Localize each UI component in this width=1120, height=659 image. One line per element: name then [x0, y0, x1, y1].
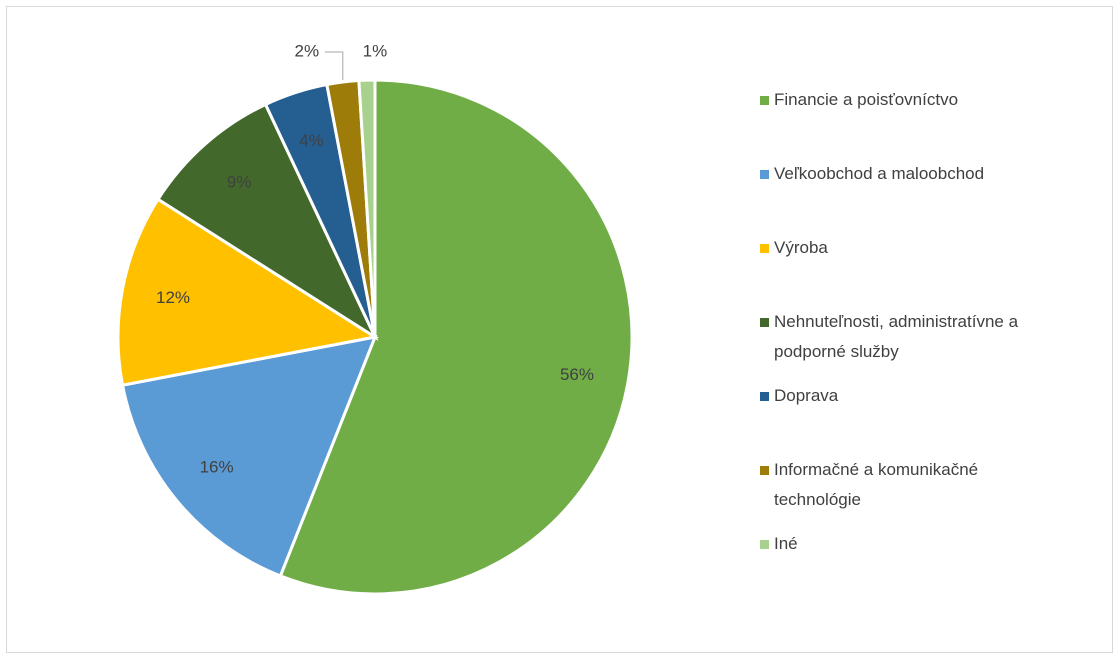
legend-label: Veľkoobchod a maloobchod — [774, 164, 985, 183]
legend-item: Financie a poisťovníctvo — [760, 85, 1060, 115]
data-label: 9% — [227, 172, 252, 191]
legend-swatch — [760, 244, 769, 253]
pie-slice — [155, 102, 379, 342]
legend-label: Iné — [774, 534, 798, 553]
legend-item: Výroba — [760, 233, 1060, 263]
pie-slice — [120, 335, 378, 578]
legend-item: Veľkoobchod a maloobchod — [760, 159, 1060, 189]
data-label: 4% — [299, 131, 324, 150]
legend-label: Informačné a komunikačné technológie — [774, 460, 979, 509]
legend-swatch — [760, 466, 769, 475]
legend-label: Nehnuteľnosti, administratívne a podporn… — [774, 312, 1019, 361]
leader-line — [324, 51, 344, 81]
pie-slice — [116, 197, 380, 387]
data-label: 12% — [156, 288, 190, 307]
data-label: 16% — [200, 458, 234, 477]
pie-slice — [278, 78, 634, 596]
legend-item: Informačné a komunikačné technológie — [760, 455, 1060, 515]
pie-slice — [357, 78, 377, 338]
legend-item: Iné — [760, 529, 1060, 559]
legend-swatch — [760, 540, 769, 549]
legend-swatch — [760, 392, 769, 401]
legend-swatch — [760, 96, 769, 105]
data-label: 2% — [295, 41, 320, 60]
data-label: 1% — [363, 41, 388, 60]
data-label: 56% — [560, 365, 594, 384]
legend-swatch — [760, 318, 769, 327]
legend-swatch — [760, 170, 769, 179]
legend-label: Financie a poisťovníctvo — [774, 90, 959, 109]
legend-item: Doprava — [760, 381, 1060, 411]
legend-label: Výroba — [774, 238, 828, 257]
legend-item: Nehnuteľnosti, administratívne a podporn… — [760, 307, 1060, 367]
legend-label: Doprava — [774, 386, 839, 405]
